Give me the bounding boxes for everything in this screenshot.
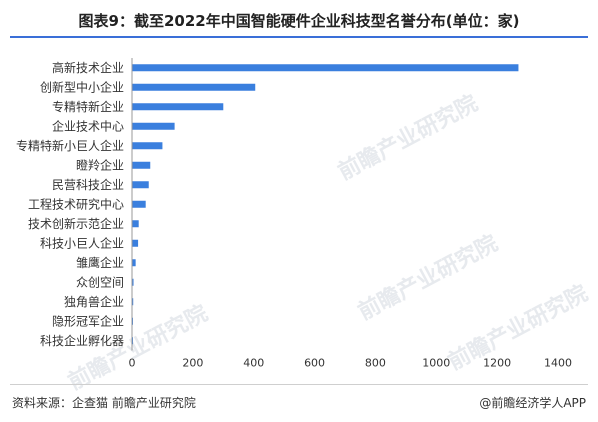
bar — [132, 200, 146, 208]
category-label: 专精特新企业 — [52, 99, 124, 114]
bar — [132, 103, 224, 111]
x-tick-label: 800 — [365, 357, 386, 370]
category-label: 高新技术企业 — [52, 60, 124, 75]
bar — [132, 142, 163, 150]
category-label: 民营科技企业 — [52, 177, 124, 192]
chart-title: 图表9：截至2022年中国智能硬件企业科技型名誉分布(单位：家) — [78, 12, 520, 30]
category-label: 科技企业孵化器 — [40, 333, 124, 348]
x-tick-label: 1200 — [483, 357, 511, 370]
bar — [132, 64, 519, 72]
x-tick-label: 1000 — [422, 357, 450, 370]
bar — [132, 220, 139, 228]
category-label: 创新型中小企业 — [40, 79, 124, 94]
brand-label: @前瞻经济学人APP — [479, 394, 586, 411]
x-tick-label: 400 — [243, 357, 264, 370]
bar — [132, 122, 175, 130]
bar — [132, 259, 136, 267]
category-label: 雏鹰企业 — [76, 255, 124, 270]
bar — [132, 161, 151, 169]
bar — [132, 83, 256, 91]
brand-text: @前瞻经济学人APP — [479, 396, 586, 410]
x-tick-label: 200 — [182, 357, 203, 370]
bars-layer — [132, 64, 519, 345]
title-divider — [10, 36, 588, 38]
category-label: 工程技术研究中心 — [28, 196, 124, 211]
bar — [132, 298, 134, 306]
category-label: 科技小巨人企业 — [40, 235, 124, 250]
category-labels: 高新技术企业创新型中小企业专精特新企业企业技术中心专精特新小巨人企业瞪羚企业民营… — [16, 60, 124, 348]
x-tick-label: 0 — [129, 357, 136, 370]
footer-divider — [10, 384, 588, 385]
x-tick-label: 600 — [304, 357, 325, 370]
category-label: 瞪羚企业 — [76, 157, 124, 172]
x-tick-label: 1400 — [544, 357, 572, 370]
category-label: 企业技术中心 — [52, 118, 124, 133]
bar — [132, 239, 139, 247]
category-label: 众创空间 — [76, 275, 124, 289]
category-label: 独角兽企业 — [64, 294, 124, 309]
x-axis-ticks: 0 200 400 600 800 1000 1200 1400 — [129, 357, 573, 370]
bar — [132, 278, 134, 286]
bar — [132, 181, 149, 189]
category-label: 隐形冠军企业 — [52, 313, 124, 328]
category-label: 技术创新示范企业 — [28, 216, 124, 231]
source-note: 资料来源：企查猫 前瞻产业研究院 — [12, 396, 196, 410]
category-label: 专精特新小巨人企业 — [16, 138, 124, 153]
